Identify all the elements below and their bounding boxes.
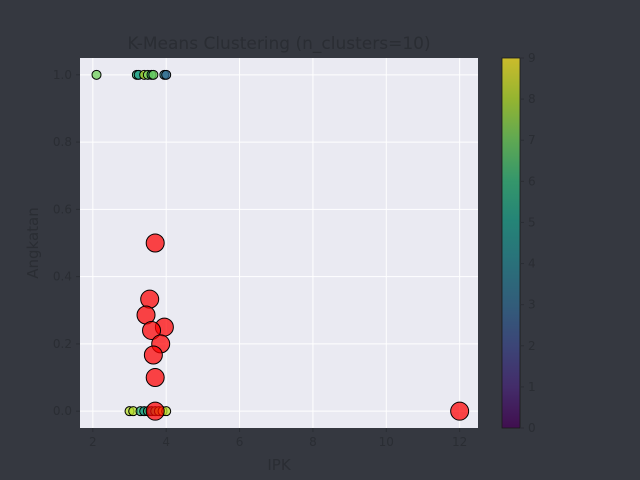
colorbar-tick-label: 4 [528, 257, 536, 271]
y-tick-label: 1.0 [53, 68, 72, 82]
data-point [91, 69, 102, 80]
y-axis-label: Angkatan [24, 207, 42, 278]
x-tick-label: 6 [236, 435, 244, 449]
colorbar-tick-label: 8 [528, 92, 536, 106]
x-axis-label: IPK [267, 456, 291, 474]
x-tick-label: 2 [89, 435, 97, 449]
x-axis-ticks: 2 4 6 8 10 12 [89, 428, 467, 449]
y-tick-label: 0.0 [53, 404, 72, 418]
y-tick-label: 0.4 [53, 270, 72, 284]
chart-title: K-Means Clustering (n_clusters=10) [127, 34, 430, 54]
data-point [161, 69, 172, 80]
x-tick-label: 8 [309, 435, 317, 449]
colorbar-tick-label: 9 [528, 51, 536, 65]
x-tick-label: 12 [452, 435, 467, 449]
colorbar-tick-label: 2 [528, 339, 536, 353]
centroid-marker [145, 233, 165, 253]
centroid-marker [143, 345, 163, 365]
centroid-marker [145, 368, 165, 388]
data-point [148, 69, 159, 80]
colorbar-tick-label: 5 [528, 215, 536, 229]
y-tick-label: 0.6 [53, 202, 72, 216]
y-axis-ticks: 0.0 0.2 0.4 0.6 0.8 1.0 [53, 68, 80, 418]
colorbar-tick-label: 7 [528, 133, 536, 147]
colorbar [502, 58, 520, 428]
colorbar-tick-label: 0 [528, 421, 536, 435]
colorbar-tick-label: 3 [528, 298, 536, 312]
centroid-marker [142, 320, 162, 340]
centroid-marker [140, 289, 160, 309]
centroid-marker [450, 401, 470, 421]
colorbar-tick-label: 1 [528, 380, 536, 394]
y-tick-label: 0.8 [53, 135, 72, 149]
centroid-marker [145, 401, 165, 421]
x-tick-label: 10 [379, 435, 394, 449]
plot-area [80, 58, 478, 428]
centroids [136, 233, 470, 421]
colorbar-tick-label: 6 [528, 174, 536, 188]
colorbar-frame [501, 57, 521, 429]
colorbar-ticks: 0 1 2 3 4 5 6 7 8 9 [520, 51, 536, 435]
x-tick-label: 4 [162, 435, 170, 449]
y-tick-label: 0.2 [53, 337, 72, 351]
